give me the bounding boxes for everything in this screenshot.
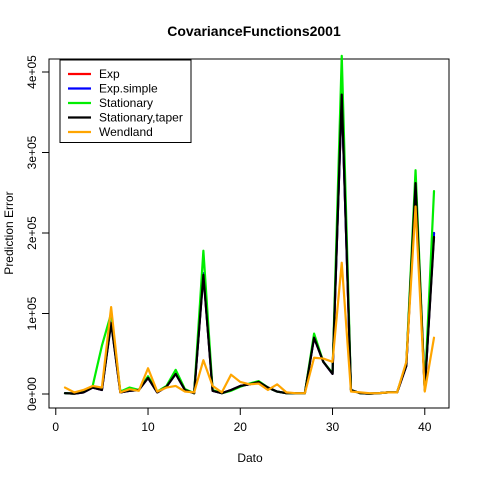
x-tick-label: 20 <box>234 420 248 434</box>
x-tick-label: 10 <box>141 420 155 434</box>
x-tick-label: 40 <box>418 420 432 434</box>
legend: ExpExp.simpleStationaryStationary,taperW… <box>59 59 192 143</box>
legend-label: Exp <box>99 67 120 81</box>
legend-box <box>59 59 192 143</box>
legend-label: Stationary <box>99 96 153 110</box>
y-axis-label: Prediction Error <box>2 191 16 274</box>
x-axis: 0 10 20 30 40 <box>52 407 432 434</box>
y-tick-label: 4e+05 <box>25 55 39 89</box>
legend-label: Exp.simple <box>99 82 158 96</box>
chart-title: CovarianceFunctions2001 <box>167 23 341 39</box>
x-axis-label: Dato <box>237 451 263 465</box>
x-tick-label: 30 <box>326 420 340 434</box>
y-tick-label: 3e+05 <box>25 135 39 169</box>
legend-label: Wendland <box>99 125 153 139</box>
y-tick-label: 0e+00 <box>25 377 39 411</box>
y-tick-label: 2e+05 <box>25 216 39 250</box>
series-line-wendland <box>63 205 436 395</box>
y-tick-label: 1e+05 <box>25 296 39 330</box>
legend-label: Stationary,taper <box>99 111 183 125</box>
y-axis: 0e+00 1e+05 2e+05 3e+05 4e+05 <box>25 55 50 411</box>
series-lines <box>63 54 436 395</box>
x-tick-label: 0 <box>52 420 59 434</box>
